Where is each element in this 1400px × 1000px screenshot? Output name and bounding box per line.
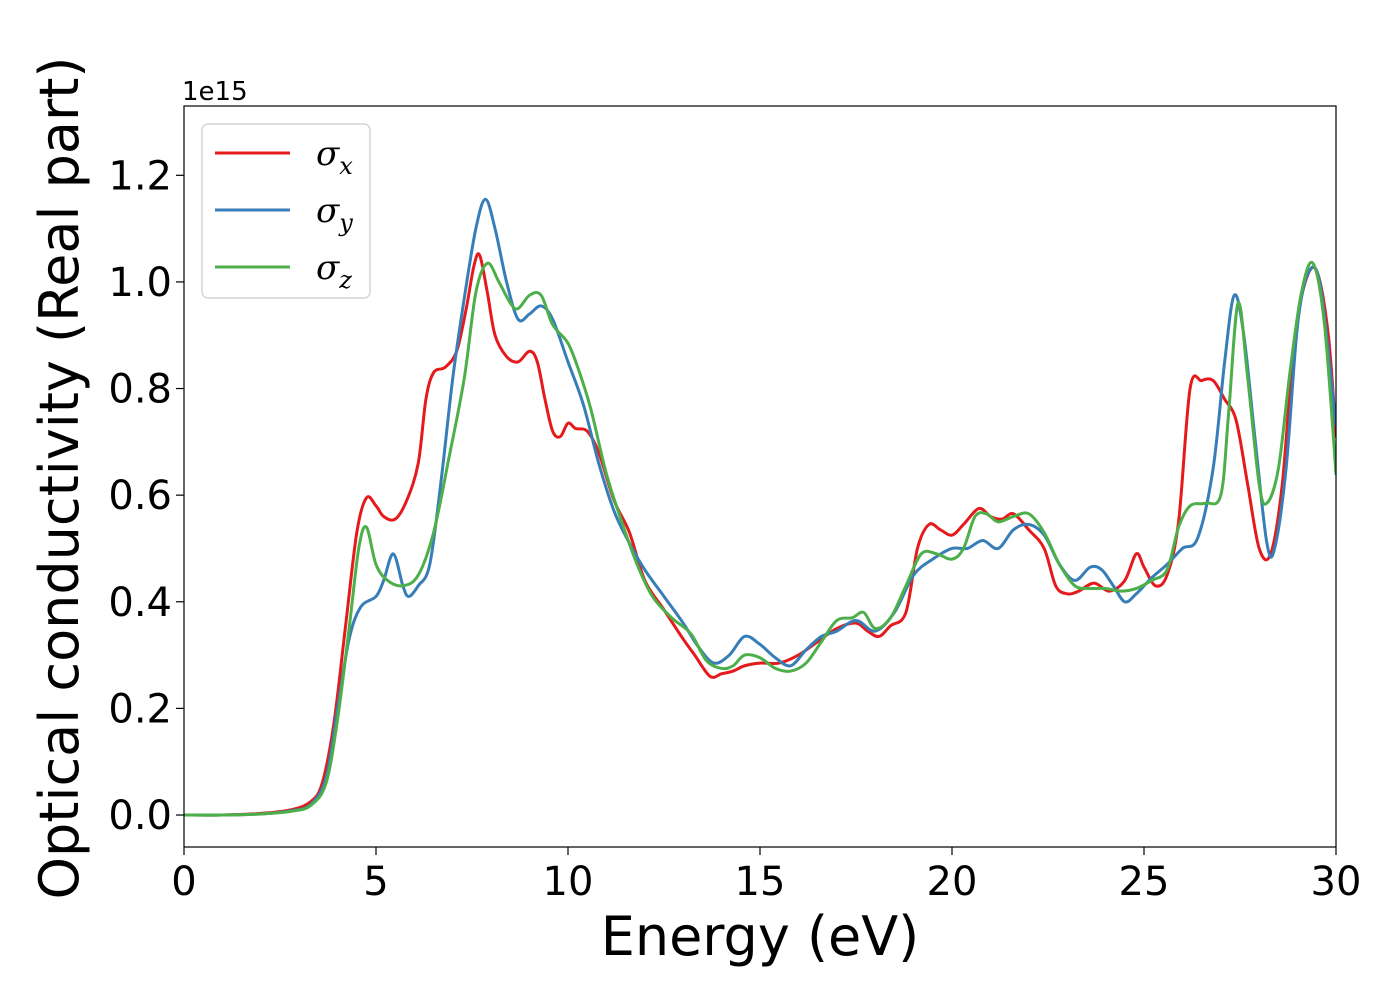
series-line-z [184, 260, 1336, 817]
y-tick-label: 0.4 [108, 580, 172, 626]
x-axis-title: Energy (eV) [601, 905, 920, 968]
series-layer [184, 197, 1336, 817]
y-axis-title: Optical conductivity (Real part) [28, 57, 91, 900]
x-tick-label: 0 [171, 859, 196, 905]
series-line-y [184, 197, 1336, 817]
legend-label-z: σz [316, 248, 352, 294]
y-tick-label: 0.2 [108, 686, 172, 732]
x-tick-label: 30 [1311, 859, 1362, 905]
y-axis: 0.0 0.2 0.4 0.6 0.8 1.0 1.2 [108, 153, 184, 839]
x-tick-label: 10 [543, 859, 594, 905]
y-offset-label: 1e15 [182, 77, 248, 107]
x-tick-label: 15 [735, 859, 786, 905]
y-tick-label: 1.2 [108, 153, 172, 199]
series-line-x [184, 252, 1336, 817]
y-tick-label: 0.0 [108, 793, 172, 839]
x-axis: 0 5 10 15 20 25 30 [171, 847, 1361, 905]
x-tick-label: 5 [363, 859, 388, 905]
y-tick-label: 0.6 [108, 473, 172, 519]
y-tick-label: 0.8 [108, 367, 172, 413]
x-tick-label: 20 [927, 859, 978, 905]
x-tick-label: 25 [1119, 859, 1170, 905]
y-tick-label: 1.0 [108, 260, 172, 306]
